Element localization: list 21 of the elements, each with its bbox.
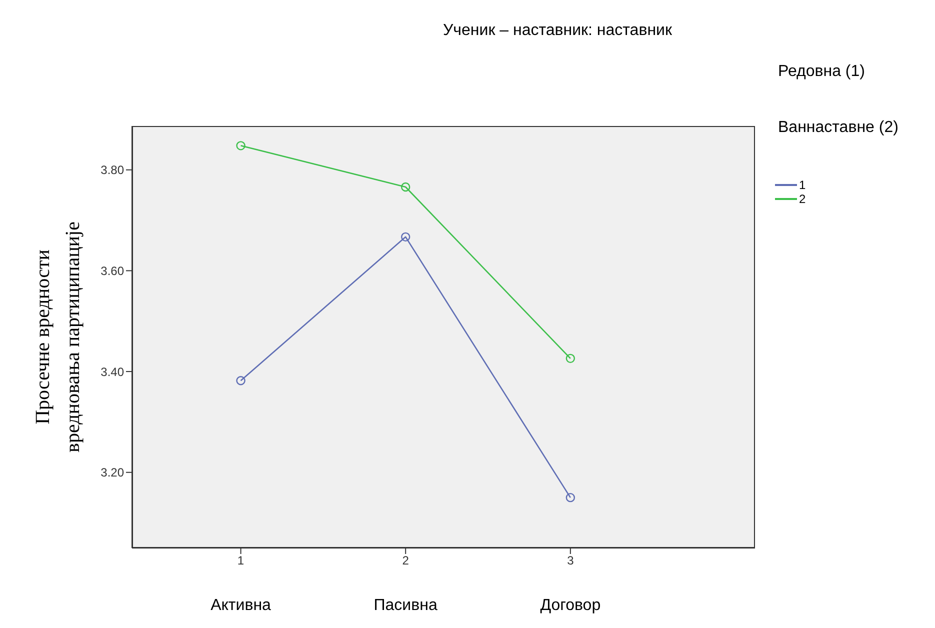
y-tick-label: 3.60 <box>100 264 124 278</box>
y-tick-label: 3.20 <box>100 466 124 480</box>
text: Пасивна <box>372 597 438 615</box>
y-axis-title: Просечне вредности вредновања партиципације <box>31 220 85 454</box>
point <box>236 141 246 150</box>
point <box>400 182 410 192</box>
x-tick-label: 3 <box>567 554 574 568</box>
point <box>566 354 576 364</box>
x-tick-label: 1 <box>237 554 244 568</box>
chart-title: Ученик – наставник: наставник <box>442 22 673 40</box>
text: Договор <box>539 597 602 615</box>
point <box>566 492 576 502</box>
point <box>400 232 410 242</box>
point <box>236 376 246 386</box>
x-tick-label: 2 <box>402 554 410 568</box>
legend-label: 1 <box>799 178 806 192</box>
y-tick-label: 3.40 <box>100 364 124 379</box>
text: Активна <box>210 597 272 615</box>
legend-label: 2 <box>799 192 806 206</box>
y-tick-label: 3.80 <box>100 163 124 178</box>
text: Редовна (1) Ваннаставне (2) <box>778 63 898 136</box>
